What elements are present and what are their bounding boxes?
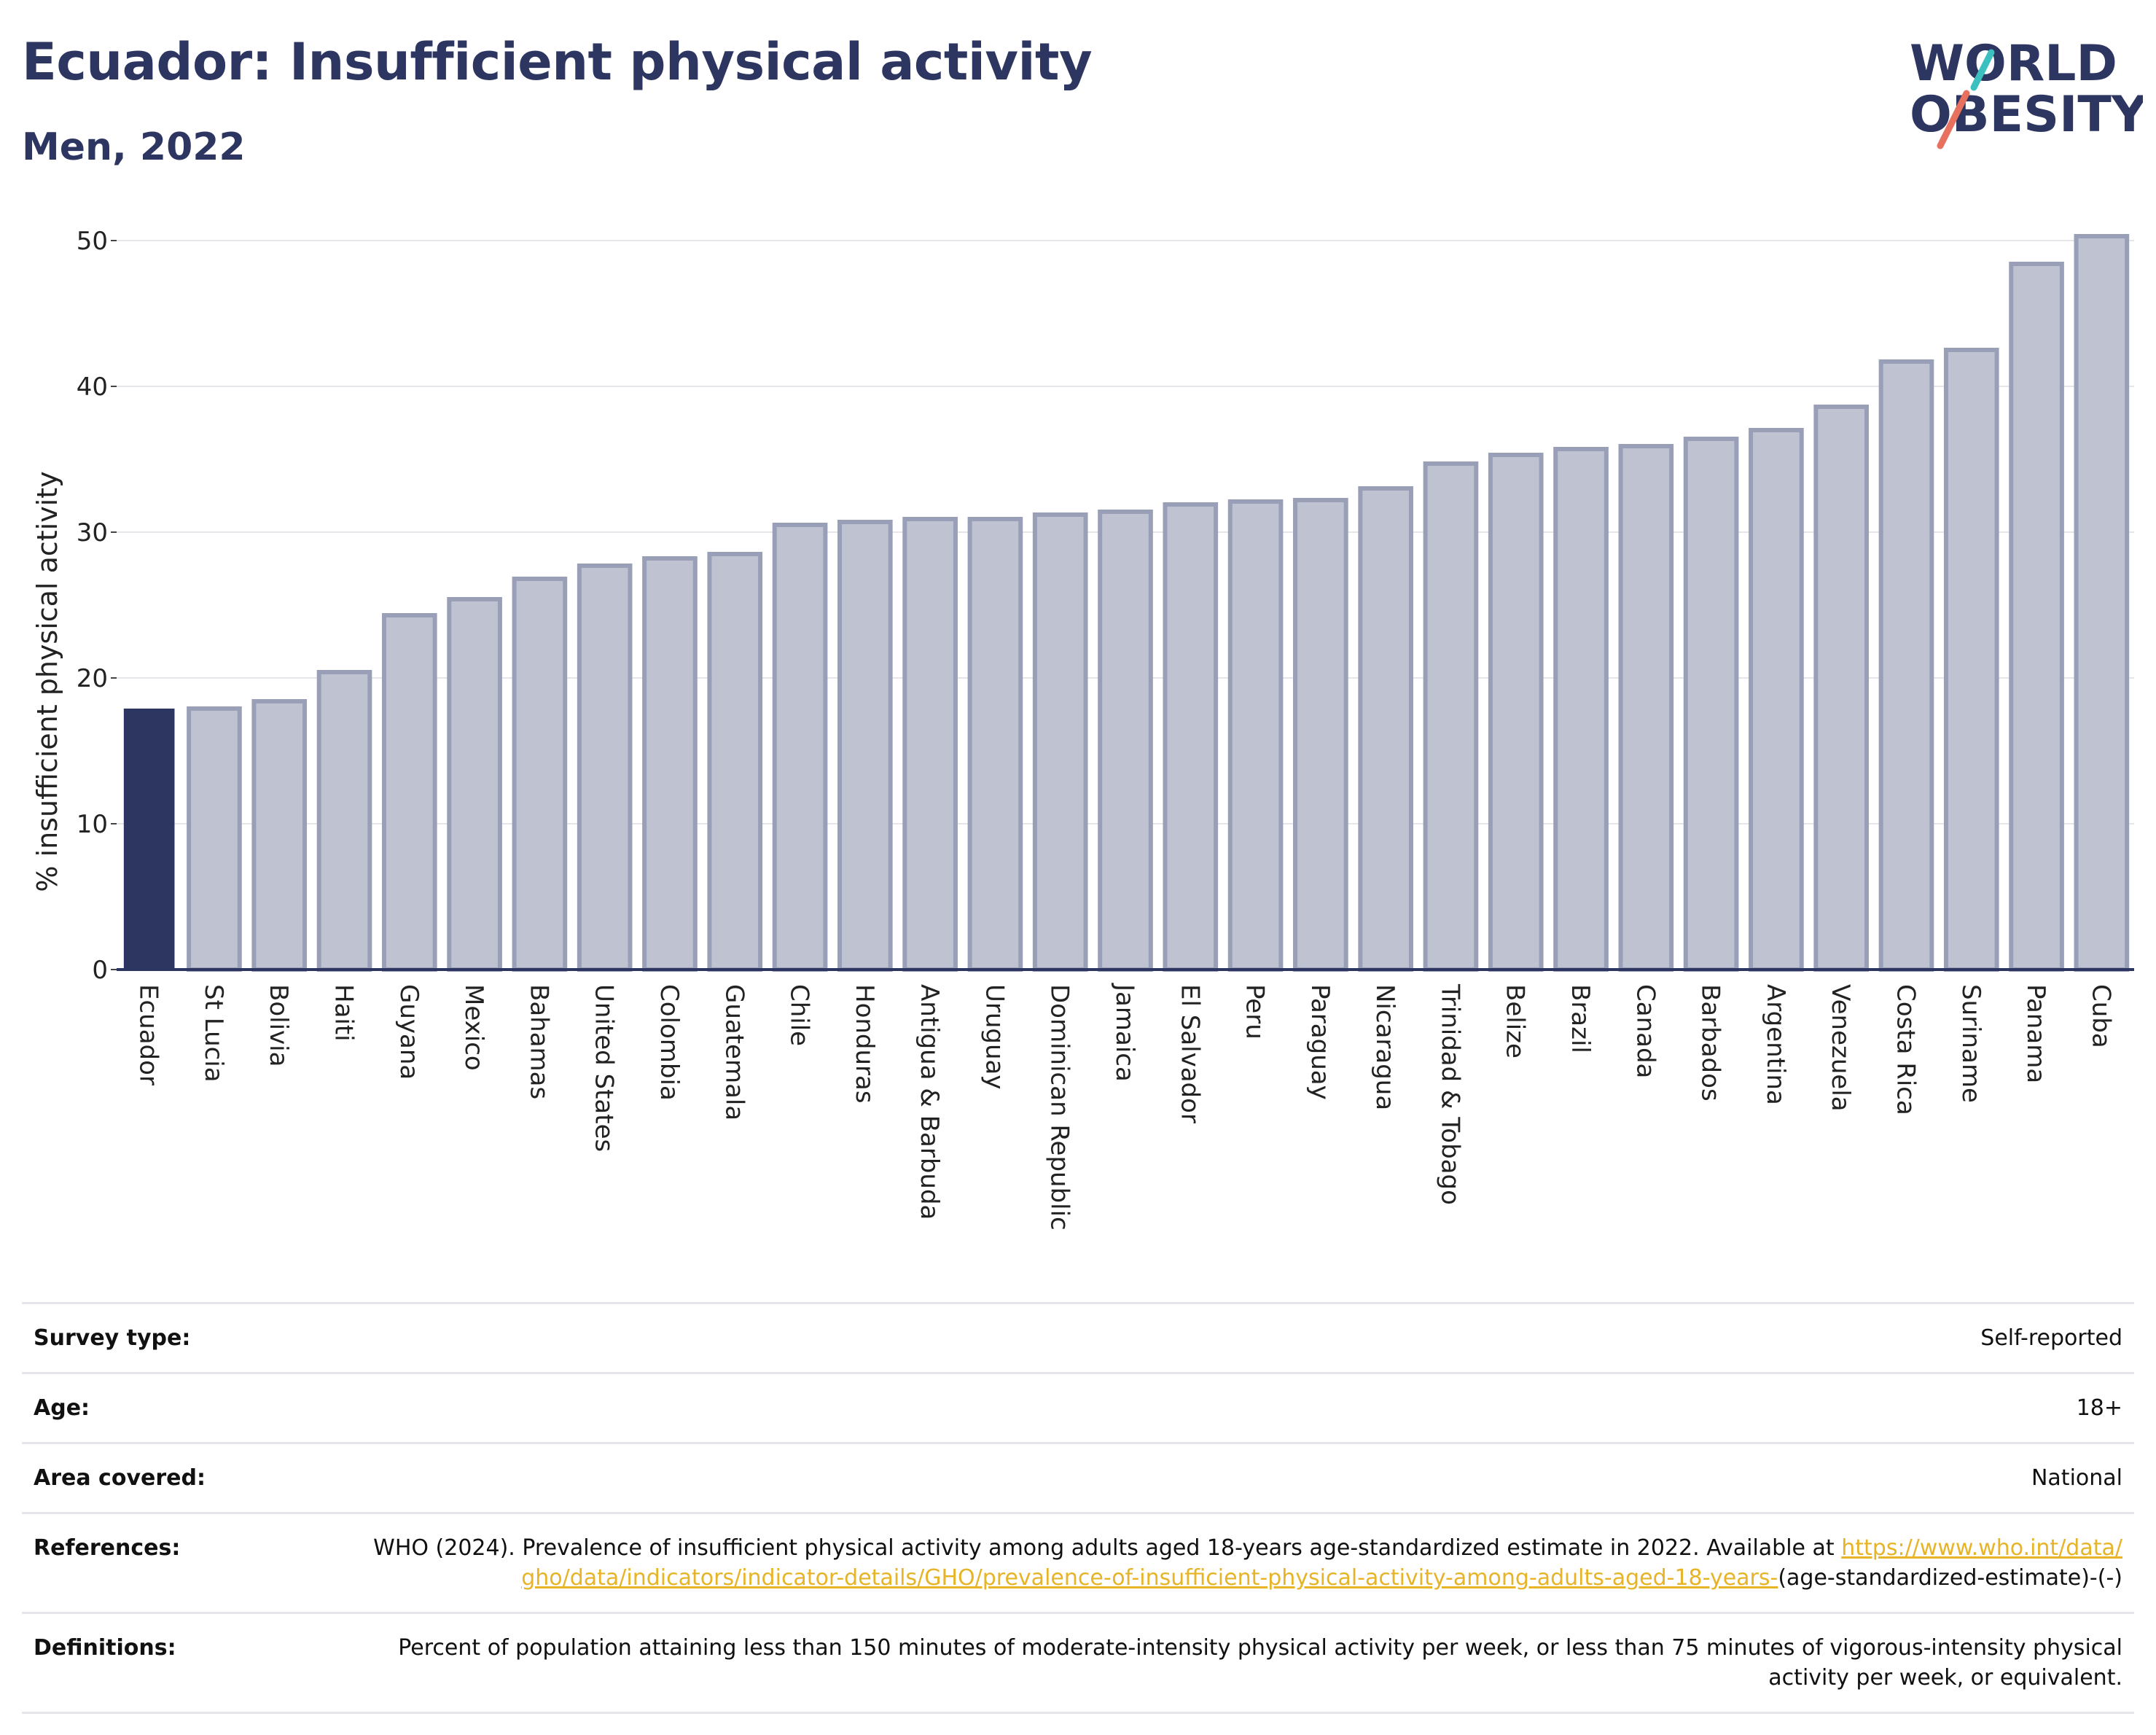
bar-dominican-republic	[1032, 512, 1088, 972]
x-tick-label: Panama	[2021, 984, 2050, 1083]
bar-argentina	[1749, 428, 1804, 972]
references-value: WHO (2024). Prevalence of insufficient p…	[369, 1533, 2122, 1593]
x-tick-label: Antigua & Barbuda	[915, 984, 944, 1220]
bar-venezuela	[1813, 405, 1870, 972]
x-tick-label: Jamaica	[1110, 983, 1139, 1082]
x-tick-label: Haiti	[329, 984, 359, 1042]
bar-ecuador	[123, 709, 175, 970]
x-tick-label: Argentina	[1761, 984, 1790, 1105]
x-tick-label: Ecuador	[134, 984, 163, 1085]
bar-barbados	[1683, 437, 1739, 972]
bar-chile	[772, 523, 828, 972]
bar-united-states	[577, 564, 633, 972]
x-tick-label: Chile	[785, 984, 814, 1046]
bar-guyana	[381, 613, 437, 972]
logo-slash-bottom	[1937, 90, 1970, 149]
bar-costa-rica	[1878, 359, 1934, 972]
bar-el-salvador	[1163, 502, 1219, 972]
x-tick-label: Canada	[1630, 984, 1660, 1078]
logo-text-world: WORLD	[1910, 35, 2117, 93]
y-axis-title: % insufficient physical activity	[31, 471, 63, 892]
bar-uruguay	[967, 517, 1023, 972]
x-tick-label: Barbados	[1696, 984, 1725, 1102]
references-suffix: (age-standardized-estimate)-(-)	[1778, 1565, 2122, 1591]
bar-bolivia	[251, 699, 308, 972]
x-tick-label: Trinidad & Tobago	[1435, 983, 1464, 1205]
bar-st-lucia	[187, 706, 242, 972]
bar-canada	[1618, 444, 1674, 972]
x-tick-label: Guyana	[394, 984, 423, 1080]
x-tick-label: Venezuela	[1826, 984, 1855, 1112]
bar-brazil	[1553, 447, 1609, 972]
bar-mexico	[447, 597, 502, 972]
info-row-definitions: Definitions: Percent of population attai…	[22, 1612, 2134, 1714]
bar-jamaica	[1098, 510, 1153, 972]
bar-suriname	[1943, 348, 1999, 972]
x-tick-label: Cuba	[2086, 984, 2115, 1048]
x-tick-label: Nicaragua	[1370, 984, 1399, 1110]
info-row-age: Age: 18+	[22, 1372, 2134, 1442]
y-tick-label: 50	[77, 227, 108, 256]
logo-slash-top	[1970, 49, 1995, 91]
x-tick-label: St Lucia	[199, 984, 228, 1083]
bar-chart: 0 10 20 30 40 50 Ecuador St Lucia Bolivia Haiti Gu…	[31, 227, 2134, 1231]
bar-paraguay	[1293, 498, 1348, 972]
bar-guatemala	[707, 552, 763, 972]
references-link[interactable]: https://www.who.int/data/gho/data/indica…	[521, 1535, 2122, 1591]
labels: 0 10 20 30 40 50 Ecuador St Lucia Bolivia Haiti Gu…	[77, 227, 2116, 1231]
x-tick-label: Belize	[1501, 984, 1530, 1058]
x-tick-label: Uruguay	[980, 984, 1009, 1090]
y-tick-label: 10	[77, 810, 108, 839]
y-tick-label: 40	[77, 373, 108, 402]
area-value: National	[2031, 1465, 2122, 1491]
survey-type-value: Self-reported	[1980, 1325, 2122, 1351]
y-tick-label: 20	[77, 664, 108, 693]
bar-peru	[1227, 499, 1284, 972]
page-subtitle: Men, 2022	[22, 125, 246, 169]
y-tick-label: 30	[77, 518, 108, 547]
world-obesity-logo: WORLD OBESITY	[1910, 35, 2143, 149]
info-row-survey-type: Survey type: Self-reported	[22, 1302, 2134, 1372]
x-tick-label: Suriname	[1956, 984, 1985, 1103]
x-tick-label: Bahamas	[524, 984, 553, 1099]
bar-haiti	[316, 670, 372, 972]
bar-antigua-barbuda	[902, 517, 958, 972]
info-row-area: Area covered: National	[22, 1442, 2134, 1512]
x-tick-label: El Salvador	[1175, 984, 1204, 1123]
info-row-references: References: WHO (2024). Prevalence of in…	[22, 1512, 2134, 1612]
x-tick-label: Costa Rica	[1891, 984, 1920, 1115]
bar-panama	[2009, 262, 2064, 972]
x-tick-label: Bolivia	[264, 984, 293, 1067]
bar-honduras	[837, 520, 893, 972]
age-value: 18+	[2076, 1395, 2122, 1421]
axes	[111, 240, 2134, 971]
bar-belize	[1488, 453, 1544, 972]
bar-cuba	[2074, 234, 2130, 972]
bar-colombia	[642, 556, 698, 972]
info-table: Survey type: Self-reported Age: 18+ Area…	[22, 1302, 2134, 1714]
x-tick-label: Honduras	[850, 984, 879, 1104]
bar-nicaragua	[1358, 486, 1413, 972]
x-tick-label: Dominican Republic	[1045, 984, 1074, 1231]
survey-type-label: Survey type:	[34, 1325, 191, 1351]
x-tick-label: Brazil	[1566, 984, 1595, 1053]
definitions-label: Definitions:	[34, 1635, 176, 1661]
x-tick-label: Guatemala	[719, 984, 749, 1120]
bars	[123, 234, 2130, 972]
x-tick-label: Peru	[1241, 984, 1270, 1040]
x-tick-label: United States	[590, 984, 619, 1152]
definitions-value: Percent of population attaining less tha…	[398, 1635, 2122, 1691]
bar-bahamas	[512, 577, 568, 972]
x-tick-label: Colombia	[655, 984, 684, 1101]
x-tick-label: Paraguay	[1305, 984, 1335, 1100]
references-text: WHO (2024). Prevalence of insufficient p…	[373, 1535, 1835, 1561]
page-title: Ecuador: Insufficient physical activity	[22, 32, 1093, 92]
age-label: Age:	[34, 1395, 90, 1421]
references-label: References:	[34, 1535, 181, 1561]
bar-trinidad-tobago	[1423, 461, 1479, 972]
y-tick-label: 0	[92, 956, 108, 985]
area-label: Area covered:	[34, 1465, 206, 1491]
x-tick-label: Mexico	[459, 984, 488, 1071]
